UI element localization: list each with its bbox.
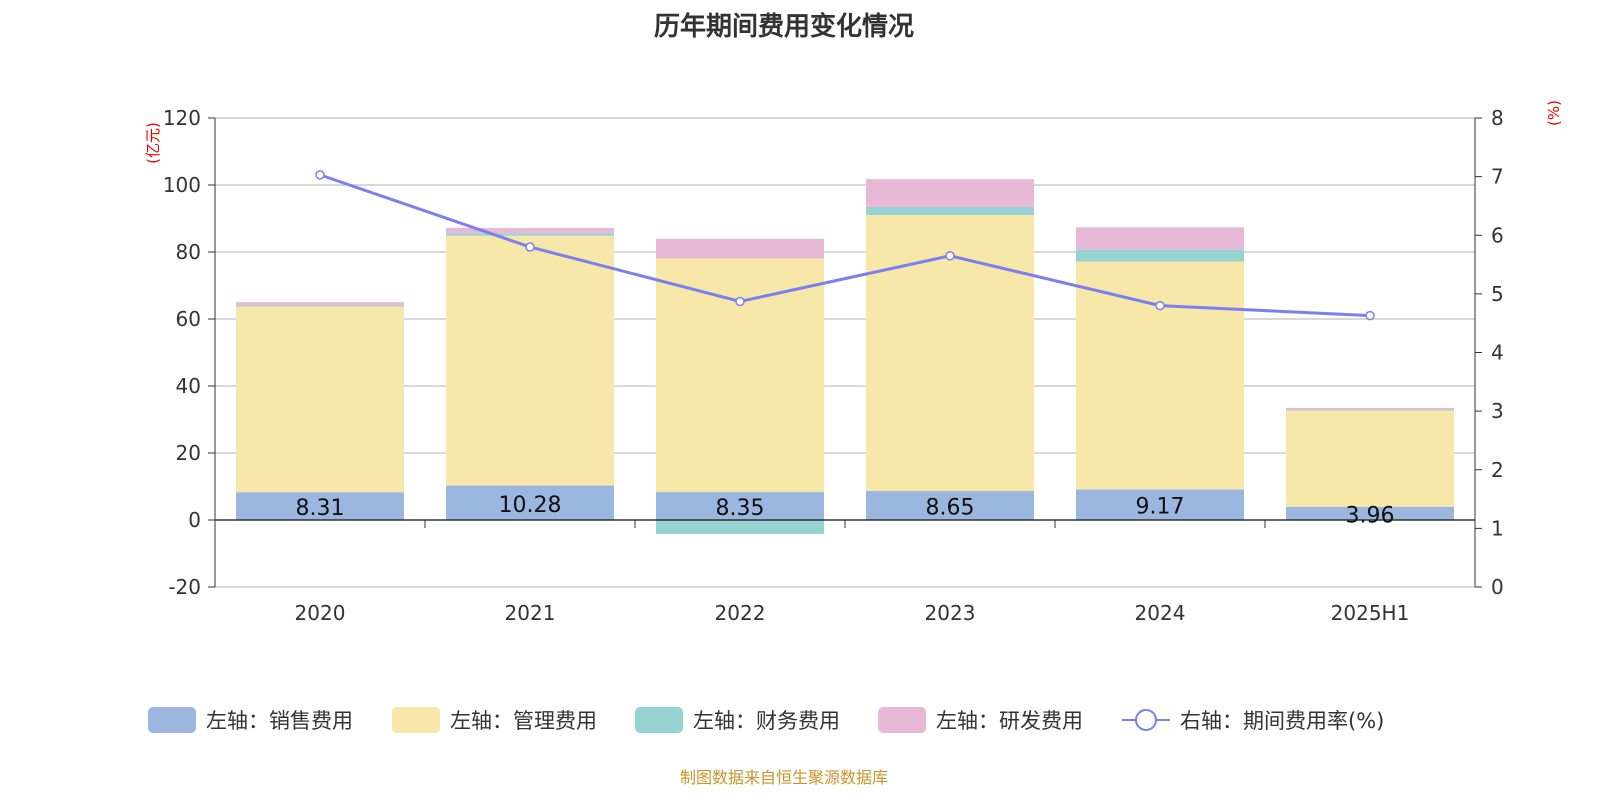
x-tick-label: 2024 [1135,601,1186,625]
right-tick-label: 3 [1491,399,1504,423]
x-tick-label: 2025H1 [1331,601,1410,625]
bar-segment [446,485,614,520]
data-label: 10.28 [499,493,562,518]
right-tick-label: 1 [1491,516,1504,540]
right-axis-label: (%) [1545,100,1563,126]
x-tick-label: 2020 [295,601,346,625]
legend-swatch [392,707,440,733]
bar-segment [1076,261,1244,490]
legend-label: 右轴：期间费用率(%) [1180,709,1384,733]
data-label: 3.96 [1346,503,1395,528]
right-tick-label: 2 [1491,458,1504,482]
bar-segment [446,233,614,236]
x-tick-label: 2023 [925,601,976,625]
left-tick-label: 40 [176,374,201,398]
bar-segment [866,206,1034,215]
bar-segment [866,179,1034,207]
rate-point [945,251,955,261]
legend-circle-icon [1135,709,1157,731]
rate-line [319,173,1371,318]
left-tick-label: -20 [168,575,201,599]
legend-label: 左轴：研发费用 [936,709,1083,733]
right-tick-label: 5 [1491,282,1504,306]
bar-segment [1076,227,1244,250]
bar-segment [1286,506,1454,520]
left-tick-label: 120 [163,106,201,130]
left-tick-label: 100 [163,173,201,197]
legend-swatch [878,707,926,733]
rate-point [315,170,325,180]
bar-segment [656,258,824,493]
bar-segment [656,238,824,259]
x-tick-label: 2022 [715,601,766,625]
left-tick-label: 80 [176,240,201,264]
bar-segment [446,235,614,486]
right-tick-label: 4 [1491,341,1504,365]
data-label: 8.35 [716,496,765,521]
bar-segment [236,306,404,493]
legend-swatch [635,707,683,733]
legend-label: 左轴：管理费用 [450,709,597,733]
right-tick-label: 8 [1491,106,1504,130]
bar-segment [866,491,1034,520]
bar-segment [236,302,404,306]
bar-segment [866,214,1034,492]
bar-segment [1286,409,1454,411]
bar-segment [1286,410,1454,507]
chart-title: 历年期间费用变化情况 [653,12,914,42]
legend-label: 左轴：财务费用 [693,709,840,733]
bar-segment [1076,489,1244,520]
legend-swatch [148,707,196,733]
bar-segment [1076,249,1244,262]
x-tick-label: 2021 [505,601,556,625]
rate-point [1155,300,1165,311]
data-label: 8.65 [926,496,975,521]
data-label: 8.31 [296,496,345,521]
left-tick-label: 20 [176,441,201,465]
bar-segment [656,520,824,535]
legend-label: 左轴：销售费用 [206,709,353,733]
right-tick-label: 6 [1491,223,1504,247]
left-tick-label: 60 [176,307,201,331]
right-tick-label: 0 [1491,575,1504,599]
bar-segment [236,492,404,520]
data-label: 9.17 [1136,495,1185,520]
bar-segment [446,227,614,234]
right-tick-label: 7 [1491,165,1504,189]
rate-point [525,242,535,252]
rate-point [735,296,745,307]
rate-point [1365,310,1375,321]
left-tick-label: 0 [188,508,201,532]
bar-segment [236,305,404,307]
source-note: 制图数据来自恒生聚源数据库 [679,768,888,787]
bar-segment [1286,407,1454,410]
bar-segment [656,492,824,520]
left-axis-label: (亿元) [144,122,162,164]
